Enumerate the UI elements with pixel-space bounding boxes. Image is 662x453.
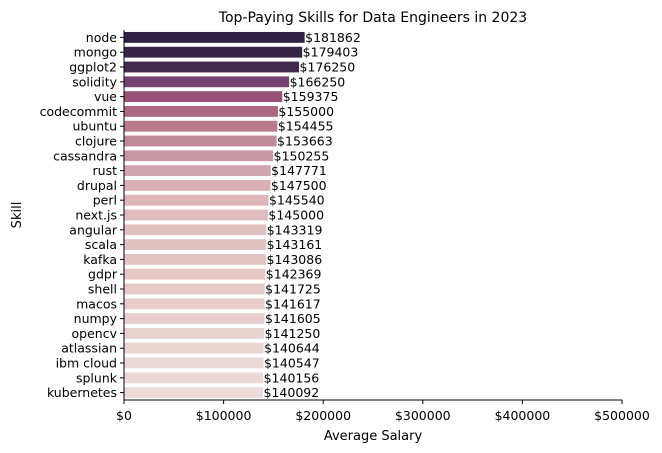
y-axis-ticks: nodemongoggplot2solidityvuecodecommitubu… — [40, 30, 124, 400]
y-tick-label-4: vue — [94, 89, 117, 104]
bar-11 — [123, 193, 270, 207]
y-tick-label-7: clojure — [75, 134, 117, 149]
value-label-18: $141617 — [265, 296, 321, 311]
value-label-1: $179403 — [303, 45, 359, 60]
y-tick-label-12: next.js — [75, 208, 117, 223]
y-tick-label-14: scala — [85, 237, 117, 252]
value-label-6: $154455 — [278, 119, 334, 134]
y-tick-label-6: ubuntu — [72, 119, 117, 134]
value-label-9: $147771 — [271, 163, 327, 178]
y-tick-label-18: macos — [76, 296, 117, 311]
bar-9 — [123, 164, 272, 178]
value-label-15: $143086 — [267, 252, 323, 267]
value-label-5: $155000 — [278, 104, 334, 119]
y-tick-label-8: cassandra — [53, 148, 117, 163]
bar-15 — [123, 252, 268, 266]
y-tick-label-9: rust — [93, 163, 118, 178]
value-label-14: $143161 — [267, 237, 323, 252]
y-tick-label-22: ibm cloud — [56, 356, 117, 371]
bar-5 — [123, 104, 279, 118]
value-label-16: $142369 — [266, 267, 322, 282]
bar-24 — [123, 386, 265, 400]
bar-8 — [123, 149, 275, 163]
bar-23 — [123, 371, 265, 385]
bar-1 — [123, 45, 304, 59]
value-label-20: $141250 — [265, 326, 321, 341]
x-tick-label-5: $500000 — [594, 408, 650, 423]
bar-0 — [123, 30, 306, 44]
value-label-24: $140092 — [264, 385, 320, 400]
bar-21 — [123, 341, 265, 355]
bar-13 — [123, 223, 268, 237]
value-label-17: $141725 — [265, 282, 321, 297]
bar-3 — [123, 75, 291, 89]
value-label-3: $166250 — [290, 74, 346, 89]
x-axis-label: Average Salary — [324, 429, 423, 444]
value-label-23: $140156 — [264, 370, 320, 385]
y-tick-label-0: node — [86, 30, 118, 45]
bar-16 — [123, 267, 267, 281]
bar-20 — [123, 326, 266, 340]
x-tick-label-4: $400000 — [495, 408, 551, 423]
y-tick-label-13: angular — [69, 222, 118, 237]
value-label-19: $141605 — [265, 311, 321, 326]
y-tick-label-16: gdpr — [88, 267, 118, 282]
y-tick-label-3: solidity — [72, 74, 117, 89]
bar-2 — [123, 60, 301, 74]
x-tick-label-2: $200000 — [295, 408, 351, 423]
bar-14 — [123, 238, 268, 252]
value-label-7: $153663 — [277, 134, 333, 149]
value-labels-group: $181862$179403$176250$166250$159375$1550… — [264, 30, 361, 400]
y-axis-label: Skill — [10, 202, 25, 229]
y-tick-label-24: kubernetes — [47, 385, 117, 400]
value-label-22: $140547 — [264, 356, 320, 371]
y-tick-label-10: drupal — [77, 178, 117, 193]
value-label-10: $147500 — [271, 178, 327, 193]
x-tick-label-1: $100000 — [196, 408, 252, 423]
y-tick-label-5: codecommit — [40, 104, 117, 119]
x-axis-ticks: $0 $100000 $200000 $300000 $400000 $500000 — [116, 400, 650, 423]
bar-19 — [123, 312, 266, 326]
y-tick-label-20: opencv — [72, 326, 118, 341]
bar-7 — [123, 134, 278, 148]
bars-group — [123, 30, 306, 400]
y-tick-label-17: shell — [88, 282, 117, 297]
value-label-13: $143319 — [267, 222, 323, 237]
value-label-11: $145540 — [269, 193, 325, 208]
y-tick-label-2: ggplot2 — [69, 60, 117, 75]
y-tick-label-11: perl — [93, 193, 117, 208]
bar-4 — [123, 90, 284, 104]
bar-10 — [123, 178, 272, 192]
value-label-21: $140644 — [264, 341, 320, 356]
bar-12 — [123, 208, 269, 222]
y-tick-label-21: atlassian — [61, 341, 117, 356]
value-label-2: $176250 — [300, 60, 356, 75]
y-tick-label-23: splunk — [76, 370, 118, 385]
x-tick-label-3: $300000 — [395, 408, 451, 423]
y-tick-label-19: numpy — [74, 311, 118, 326]
bar-18 — [123, 297, 266, 311]
y-tick-label-1: mongo — [74, 45, 117, 60]
value-label-0: $181862 — [305, 30, 361, 45]
y-tick-label-15: kafka — [83, 252, 117, 267]
chart-title: Top-Paying Skills for Data Engineers in … — [218, 10, 527, 26]
value-label-12: $145000 — [268, 208, 324, 223]
x-tick-label-0: $0 — [116, 408, 132, 423]
bar-17 — [123, 282, 266, 296]
bar-6 — [123, 119, 279, 133]
value-label-8: $150255 — [274, 148, 330, 163]
bar-22 — [123, 356, 265, 370]
value-label-4: $159375 — [283, 89, 339, 104]
